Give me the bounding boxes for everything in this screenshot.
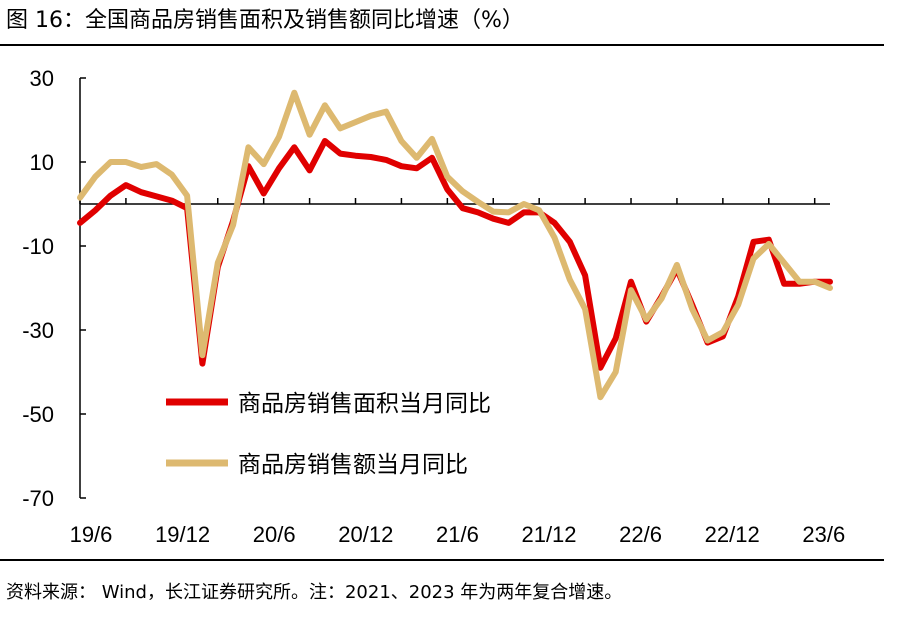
y-tick-label: -10: [22, 234, 54, 259]
series-line: [77, 89, 833, 401]
footer-rule: [0, 559, 884, 561]
y-tick-label: -50: [22, 402, 54, 427]
x-tick-label: 23/6: [802, 522, 845, 547]
x-tick-label: 19/6: [70, 522, 113, 547]
x-tick-label: 20/6: [253, 522, 296, 547]
x-tick-label: 21/12: [521, 522, 576, 547]
x-tick-label: 22/12: [705, 522, 760, 547]
legend-label: 商品房销售面积当月同比: [238, 391, 491, 417]
axes: 30 10 -10 -30 -50 -70 19/6 19/12 20/6 20/12 21/6 21…: [22, 66, 845, 547]
series-lines: [77, 89, 833, 401]
source-footnote: 资料来源： Wind，长江证券研究所。注：2021、2023 年为两年复合增速。: [6, 582, 623, 603]
y-tick-label: 30: [30, 66, 54, 91]
figure-title: 图 16：全国商品房销售面积及销售额同比增速（%）: [6, 8, 524, 33]
x-tick-label: 22/6: [619, 522, 662, 547]
legend-label: 商品房销售额当月同比: [238, 452, 468, 478]
line-chart: 30 10 -10 -30 -50 -70 19/6 19/12 20/6 20/12 21/6 21…: [22, 66, 845, 547]
x-tick-label: 21/6: [436, 522, 479, 547]
title-rule: [0, 44, 884, 46]
x-tick-label: 20/12: [338, 522, 393, 547]
y-tick-label: -30: [22, 318, 54, 343]
y-tick-label: 10: [30, 150, 54, 175]
x-tick-label: 19/12: [155, 522, 210, 547]
y-tick-label: -70: [22, 486, 54, 511]
